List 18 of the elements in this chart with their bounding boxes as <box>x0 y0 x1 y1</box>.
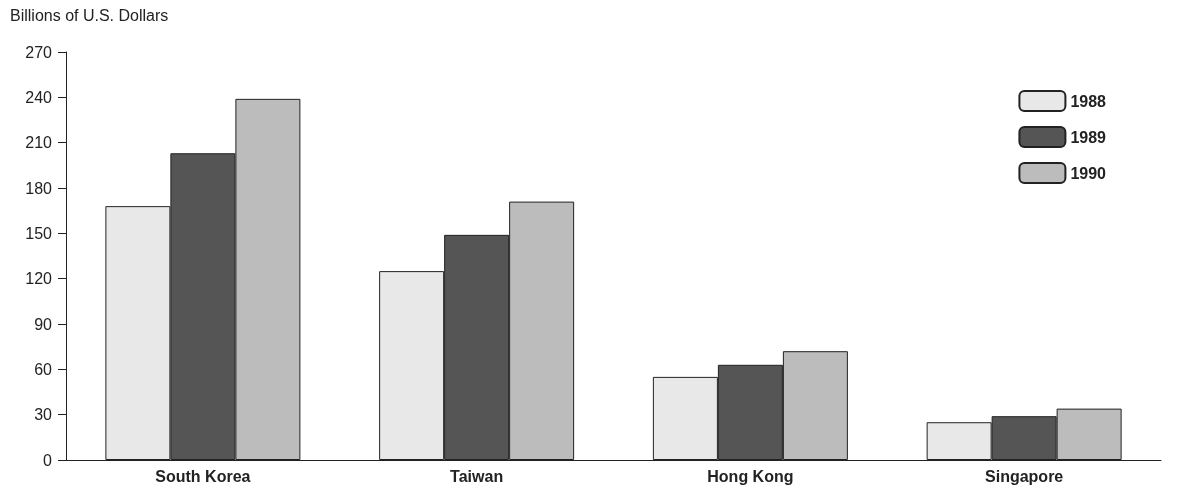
y-tick-label: 0 <box>43 451 53 469</box>
y-axis-title: Billions of U.S. Dollars <box>10 6 169 24</box>
y-tick-label: 210 <box>25 134 53 152</box>
legend-label: 1988 <box>1070 92 1107 110</box>
y-tick-label: 90 <box>34 315 53 333</box>
y-tick-label: 120 <box>25 270 53 288</box>
x-tick-label: Singapore <box>985 467 1064 485</box>
y-tick-label: 30 <box>34 406 53 424</box>
y-tick-label: 240 <box>25 88 53 106</box>
legend-label: 1989 <box>1070 128 1107 146</box>
y-tick-label: 270 <box>25 43 53 61</box>
y-tick-label: 150 <box>25 224 53 242</box>
legend-label: 1990 <box>1070 164 1107 182</box>
x-tick-label: South Korea <box>155 467 251 485</box>
x-tick-label: Hong Kong <box>707 467 794 485</box>
x-tick-label: Taiwan <box>450 467 504 485</box>
y-tick-label: 60 <box>34 360 53 378</box>
y-tick-label: 180 <box>25 179 53 197</box>
